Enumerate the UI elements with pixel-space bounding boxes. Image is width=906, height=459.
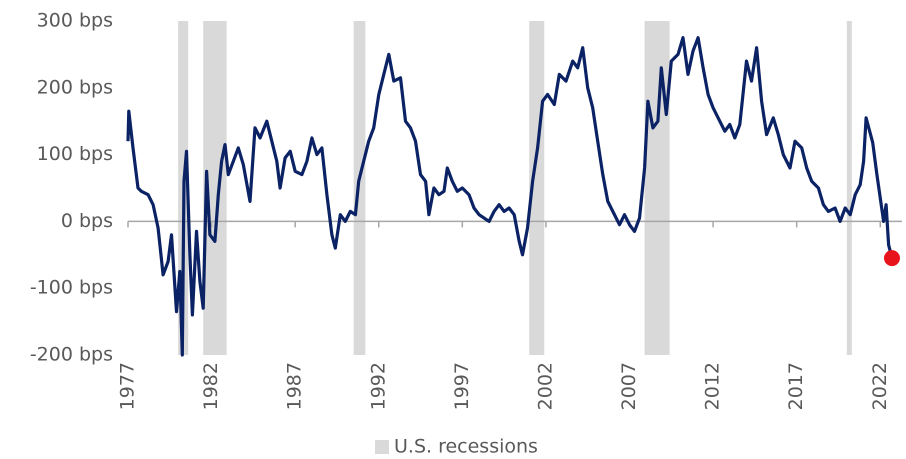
recession-band (529, 21, 545, 355)
recession-band (846, 21, 852, 355)
x-tick-label: 2022 (869, 362, 891, 410)
y-tick-label: 200 bps (37, 76, 113, 98)
legend-label: U.S. recessions (394, 436, 538, 458)
x-tick-label: 2012 (702, 362, 724, 410)
recession-band (203, 21, 227, 355)
x-tick-label: 1977 (117, 362, 139, 410)
series-line (126, 36, 894, 357)
recession-band (644, 21, 670, 355)
x-tick-label: 1987 (284, 362, 306, 410)
legend-swatch (375, 440, 389, 454)
x-tick-label: 2002 (534, 362, 556, 410)
x-tick-label: 1997 (451, 362, 473, 410)
y-tick-label: -100 bps (30, 277, 113, 299)
y-tick-label: 100 bps (37, 143, 113, 165)
y-tick-label: 0 bps (61, 210, 113, 232)
y-tick-label: 300 bps (37, 10, 113, 32)
end-marker (883, 250, 900, 267)
y-tick-label: -200 bps (30, 344, 113, 366)
x-tick-label: 1982 (200, 362, 222, 410)
x-tick-label: 2007 (618, 362, 640, 410)
x-tick-label: 1992 (367, 362, 389, 410)
x-tick-label: 2017 (785, 362, 807, 410)
